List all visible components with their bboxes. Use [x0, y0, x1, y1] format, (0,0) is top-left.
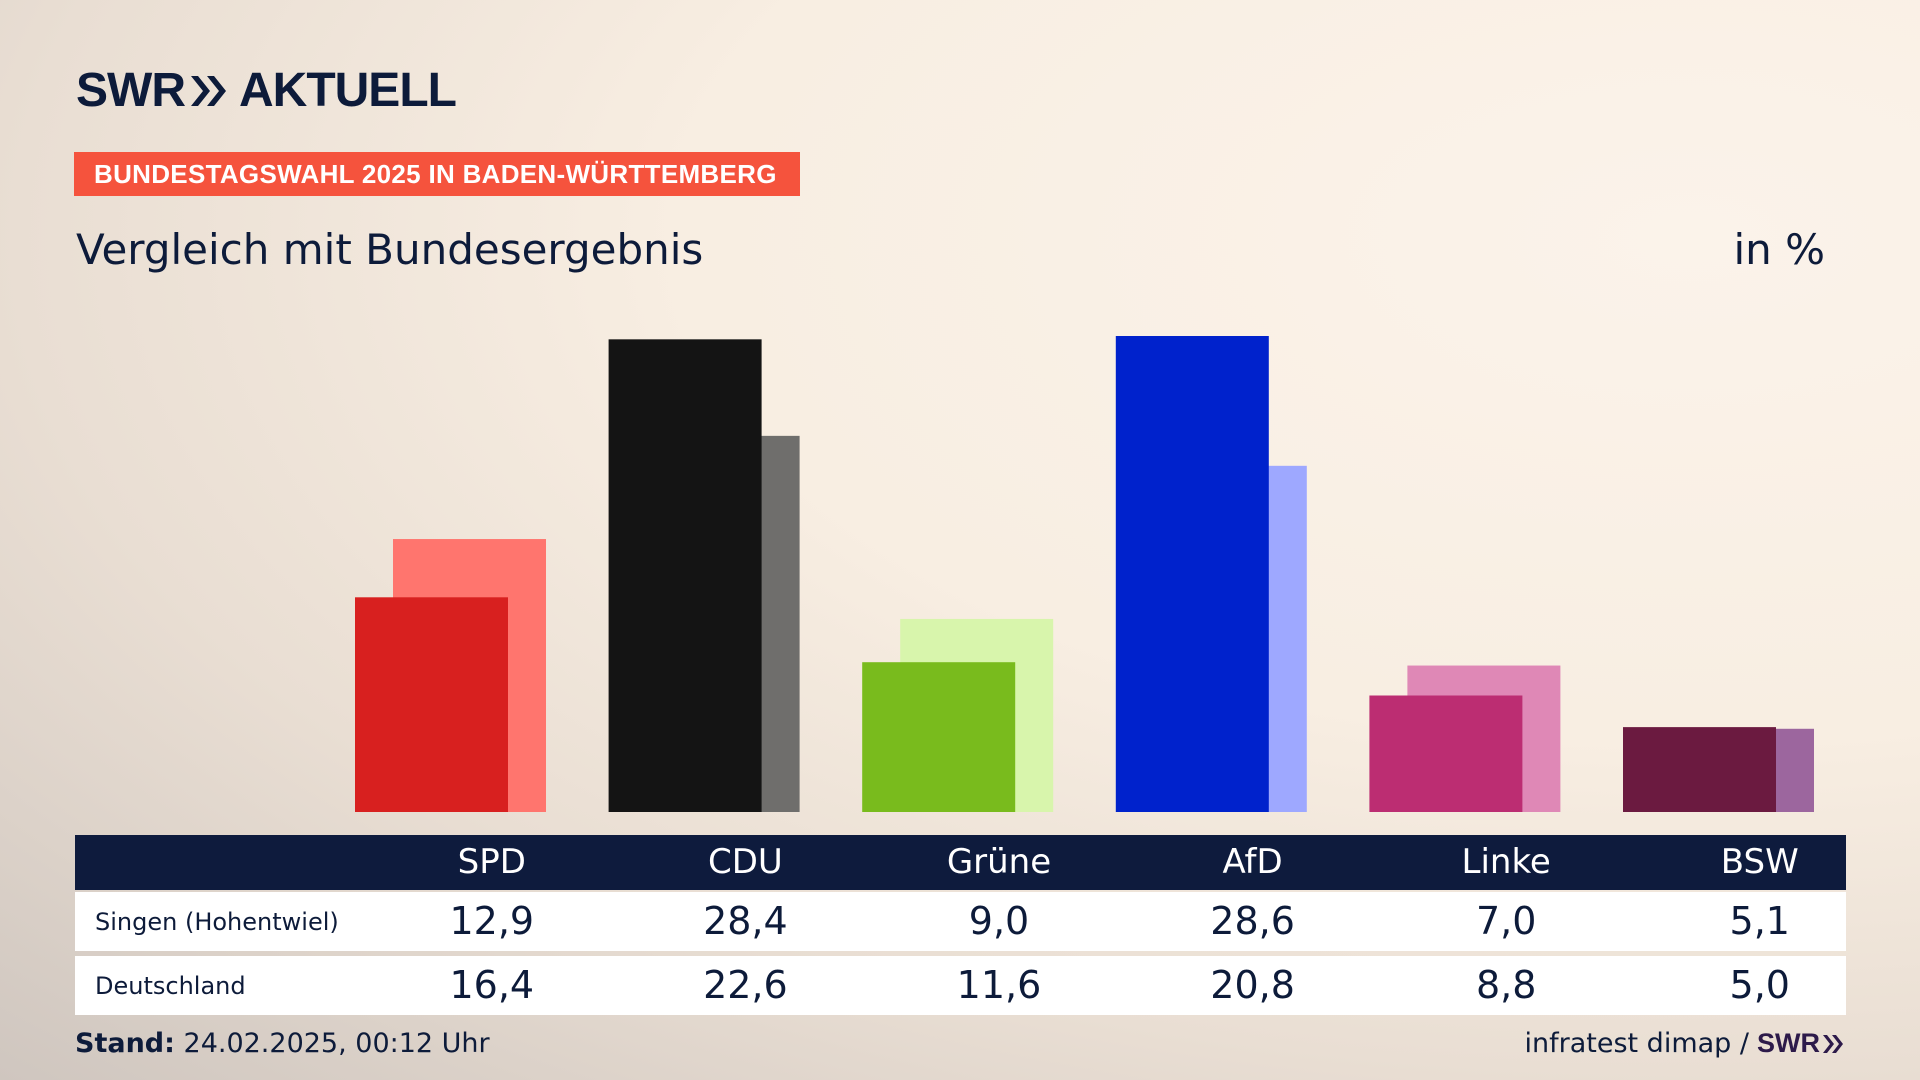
timestamp: Stand: 24.02.2025, 00:12 Uhr	[75, 1028, 490, 1059]
table-row-national: Deutschland 16,4 22,6 11,6 20,8 8,8 5,0	[75, 956, 1846, 1015]
source-text: infratest dimap /	[1524, 1028, 1749, 1059]
bar-local-afd	[1115, 336, 1269, 812]
row-label-national: Deutschland	[95, 971, 246, 1000]
bar-local-grne	[862, 662, 1016, 812]
bar-local-spd	[355, 597, 508, 812]
bar-local-cdu	[608, 339, 762, 812]
logo-aktuell-text: AKTUELL	[238, 64, 457, 117]
value-local-linke: 7,0	[1475, 899, 1537, 943]
party-label-linke: Linke	[1461, 842, 1551, 882]
party-label-afd: AfD	[1222, 842, 1283, 882]
source-credit: infratest dimap / SWR	[1524, 1028, 1844, 1059]
party-label-spd: SPD	[457, 842, 526, 882]
value-national-grne: 11,6	[956, 963, 1042, 1007]
value-local-bsw: 5,1	[1729, 899, 1790, 943]
party-label-cdu: CDU	[707, 842, 783, 882]
value-national-linke: 8,8	[1475, 963, 1537, 1007]
results-table: SPD CDU Grüne AfD Linke BSW Singen (Hohentwie…	[75, 835, 1846, 1015]
party-label-bsw: BSW	[1720, 842, 1799, 882]
double-chevron-icon	[190, 76, 226, 106]
swr-aktuell-logo: SWR AKTUELL	[76, 64, 457, 117]
mini-double-chevron-icon	[1823, 1034, 1843, 1053]
bar-local-linke	[1369, 695, 1523, 812]
value-national-cdu: 22,6	[703, 963, 788, 1007]
chart-title: Vergleich mit Bundesergebnis	[76, 225, 704, 274]
mini-logo-text: SWR	[1757, 1028, 1820, 1058]
header-spacer	[75, 835, 365, 890]
election-banner: BUNDESTAGSWAHL 2025 IN BADEN-WÜRTTEMBERG	[74, 152, 800, 196]
party-label-grne: Grüne	[946, 842, 1052, 882]
table-row-local: Singen (Hohentwiel) 12,9 28,4 9,0 28,6 7,0 5,…	[75, 892, 1846, 951]
value-national-afd: 20,8	[1210, 963, 1295, 1007]
value-local-spd: 12,9	[449, 899, 535, 943]
bar-chart	[355, 336, 1814, 812]
bar-local-bsw	[1623, 727, 1776, 812]
value-local-cdu: 28,4	[703, 899, 788, 943]
value-national-spd: 16,4	[449, 963, 535, 1007]
value-local-grne: 9,0	[968, 899, 1030, 943]
timestamp-label: Stand:	[75, 1028, 175, 1059]
swr-mini-logo: SWR	[1757, 1028, 1844, 1059]
unit-label: in %	[1733, 225, 1825, 274]
logo-swr-text: SWR	[76, 64, 186, 117]
table-header-row: SPD CDU Grüne AfD Linke BSW	[75, 835, 1846, 890]
timestamp-value: 24.02.2025, 00:12 Uhr	[183, 1028, 490, 1059]
row-label-local: Singen (Hohentwiel)	[95, 907, 339, 936]
value-national-bsw: 5,0	[1729, 963, 1790, 1007]
value-local-afd: 28,6	[1210, 899, 1295, 943]
